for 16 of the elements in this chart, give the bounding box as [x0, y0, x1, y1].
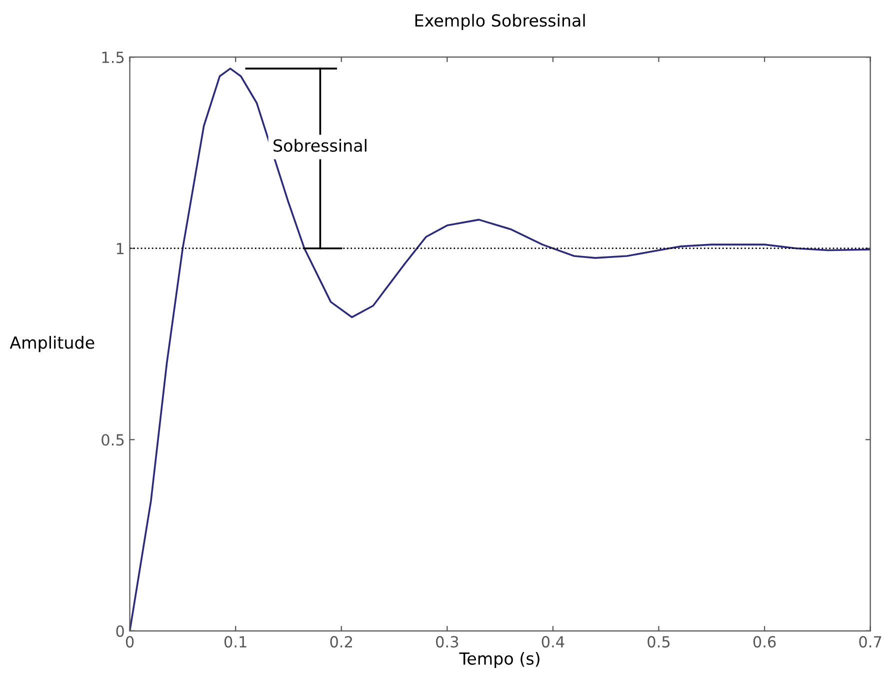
chart-title: Exemplo Sobressinal: [415, 14, 585, 30]
annotation: Sobressinal: [274, 138, 366, 152]
y-tick-label: 1: [116, 243, 124, 254]
x-tick-label: 0.7: [859, 636, 882, 648]
x-tick-label: 0.4: [542, 636, 564, 648]
x-tick-label: 0.2: [330, 636, 352, 648]
x-tick-label: 0.1: [224, 636, 246, 648]
x-tick-label: 0.6: [753, 636, 776, 648]
x-tick-label: 0.5: [648, 636, 670, 648]
x-tick-label: 0: [126, 636, 134, 648]
y-tick-label: 1.5: [102, 52, 124, 64]
y-tick-label: 0: [116, 625, 124, 637]
y-tick-label: 0.5: [102, 434, 124, 446]
x-axis-title: Tempo (s): [459, 652, 540, 668]
x-tick-label: 0.3: [436, 636, 458, 648]
y-axis-title: Amplitude: [10, 336, 94, 352]
